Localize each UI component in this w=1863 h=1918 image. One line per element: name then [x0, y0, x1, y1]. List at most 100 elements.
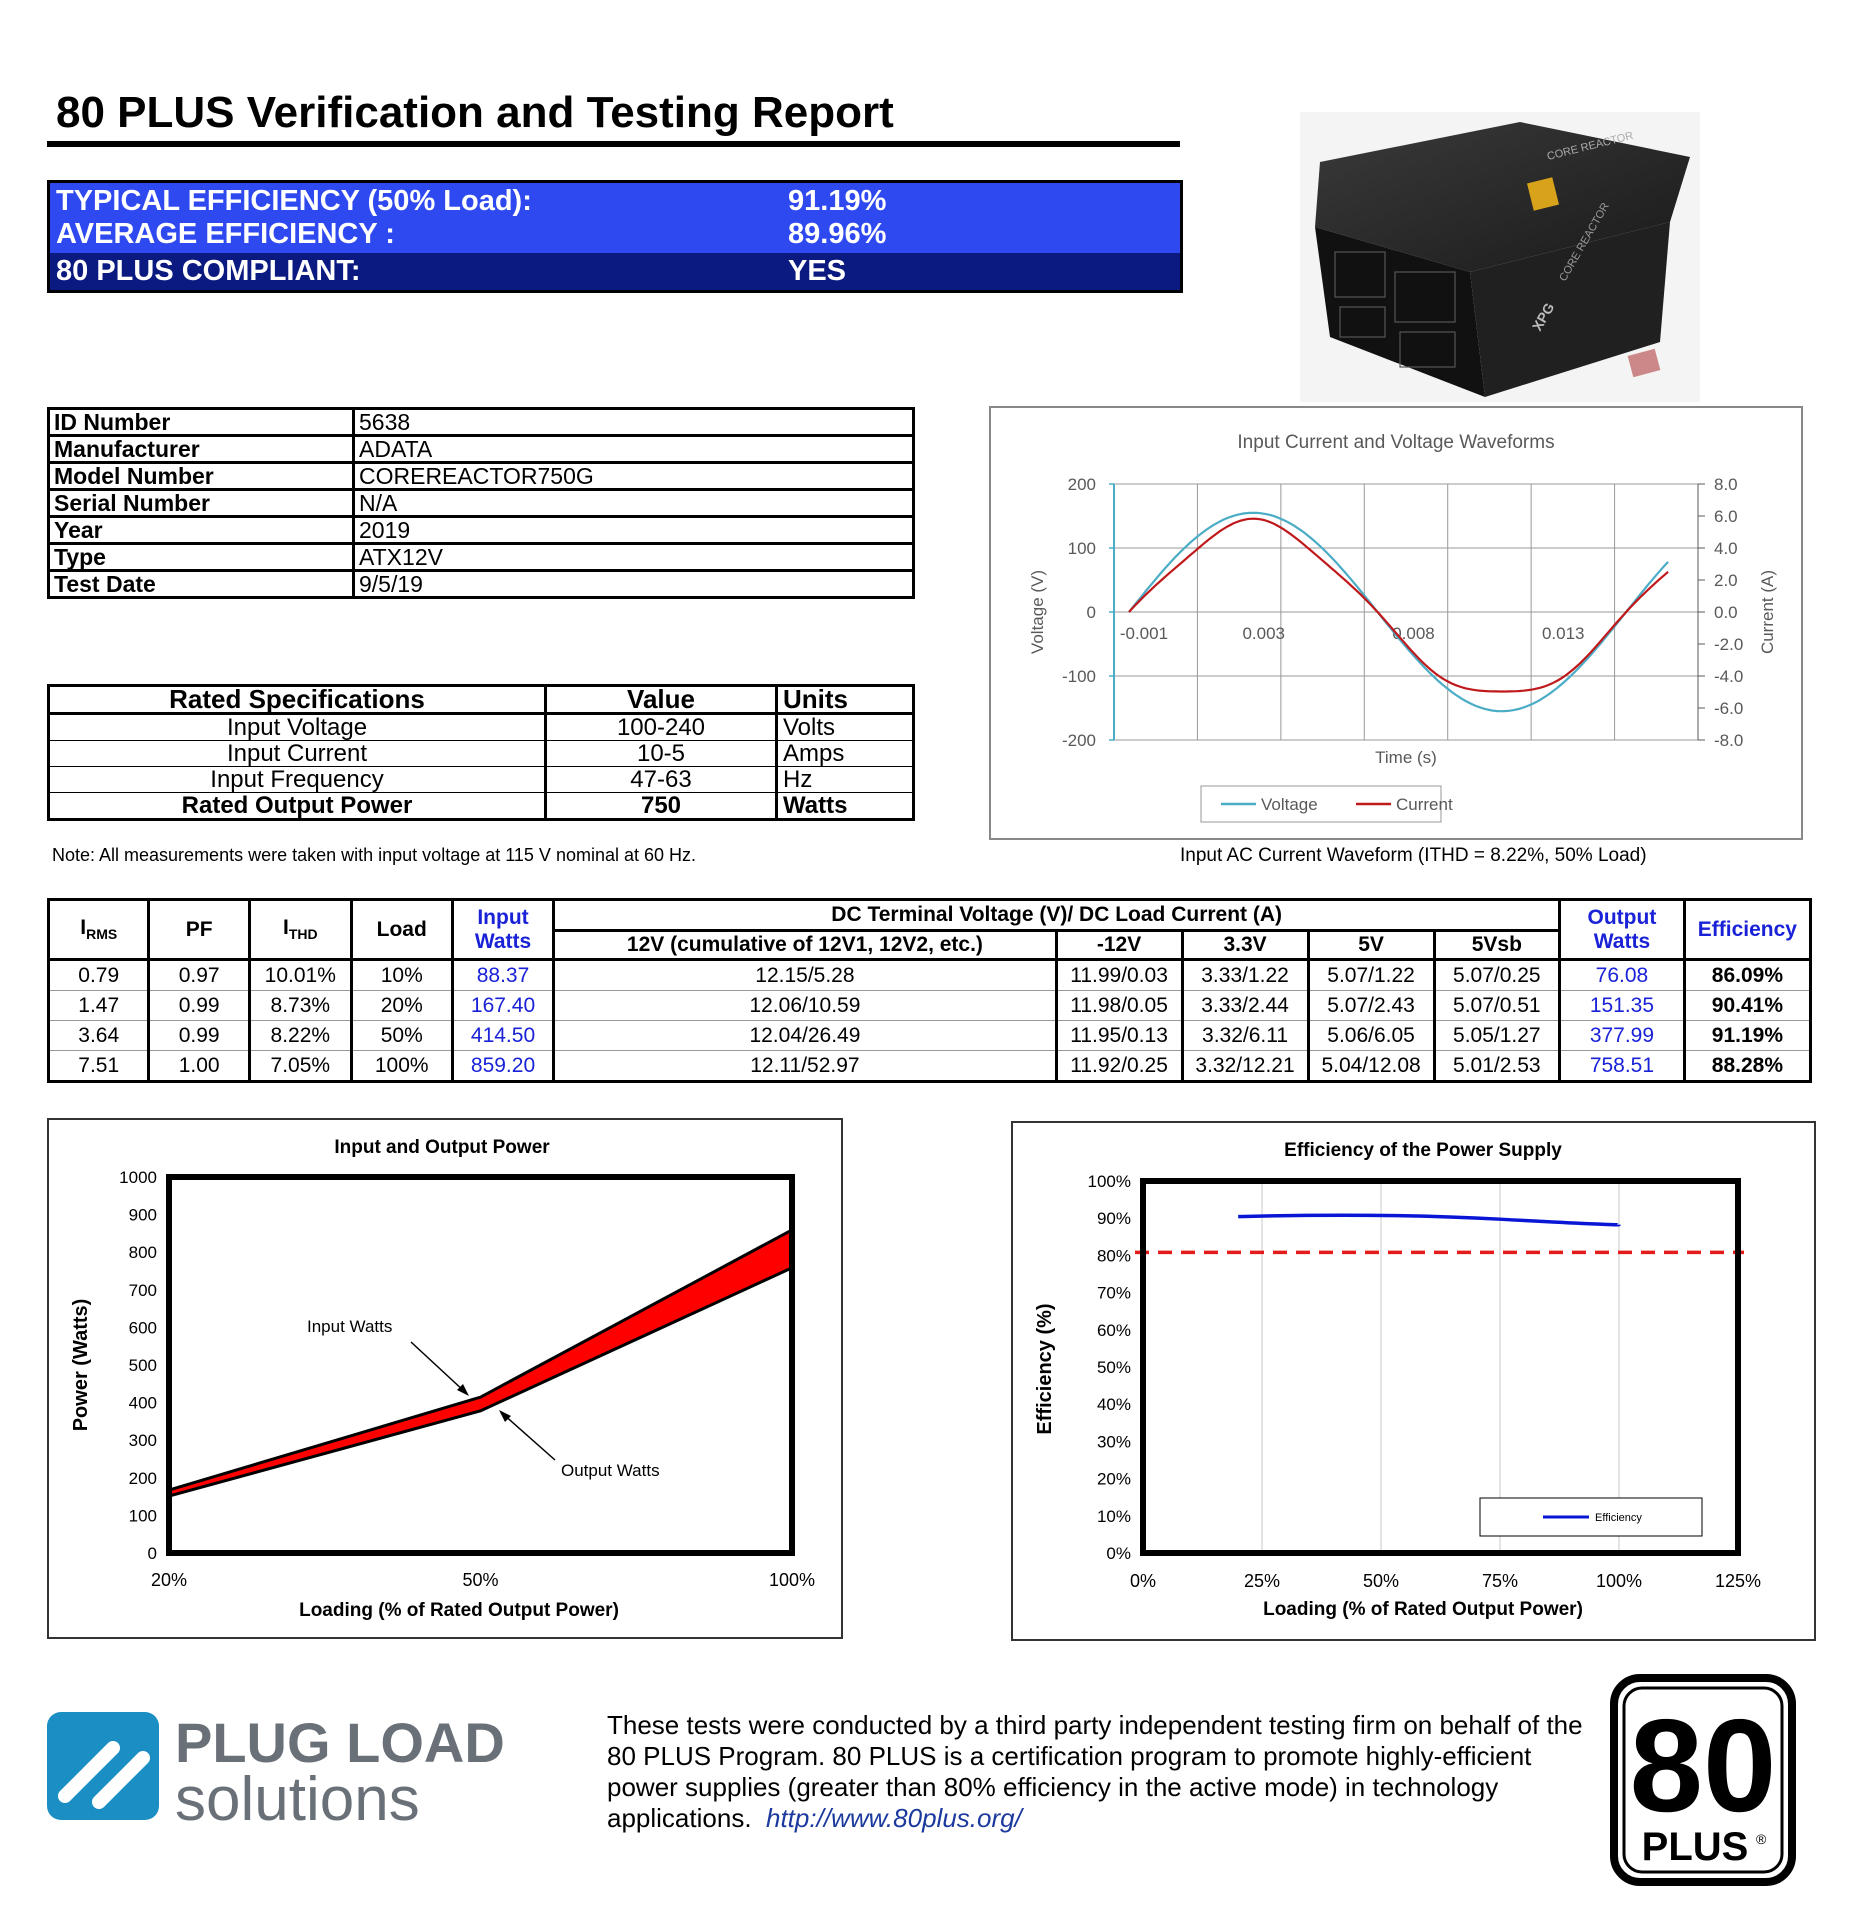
x-tick-label: 50% — [1363, 1571, 1399, 1591]
col-neg12v: -12V — [1054, 929, 1184, 961]
col-12v: 12V (cumulative of 12V1, 12V2, etc.) — [552, 929, 1058, 961]
table-cell-ithd: 10.01% — [247, 959, 353, 991]
logo-line1: PLUG LOAD — [175, 1711, 505, 1774]
table-cell-v33: 3.33/1.22 — [1180, 959, 1310, 991]
specs-row: Input Current 10-5 Amps — [47, 740, 915, 767]
table-cell-pf: 0.99 — [147, 1020, 251, 1051]
y-tick-label: 0 — [148, 1544, 157, 1563]
specs-value: 750 — [544, 792, 778, 821]
efficiency-chart: Efficiency of the Power Supply 0% 25% 50% 75… — [1034, 1140, 1761, 1620]
table-cell-output: 151.35 — [1558, 990, 1686, 1021]
table-cell-v33: 3.32/12.21 — [1180, 1050, 1310, 1083]
legend-label: Efficiency — [1595, 1512, 1642, 1524]
table-cell-v5: 5.06/6.05 — [1306, 1020, 1436, 1051]
table-row: 7.51 1.00 7.05% 100% 859.20 12.11/52.97 11.92/… — [46, 1050, 1813, 1083]
info-table: ID Number 5638 Manufacturer ADATA Model Nu… — [47, 407, 915, 599]
y2-axis-label: Current (A) — [1758, 570, 1777, 654]
info-row: Year 2019 — [47, 515, 915, 545]
x-tick-label: 100% — [1596, 1571, 1642, 1591]
series-line-input-watts — [168, 1228, 793, 1492]
table-cell-output: 76.08 — [1558, 959, 1686, 991]
table-cell-v5sb: 5.01/2.53 — [1432, 1050, 1562, 1083]
summary-label: AVERAGE EFFICIENCY : — [56, 218, 395, 250]
specs-table: Rated Specifications Value Units Input V… — [47, 684, 915, 821]
x-tick-label: -0.001 — [1120, 624, 1168, 643]
annotation-input-watts: Input Watts — [307, 1317, 392, 1336]
table-cell-vneg12: 11.95/0.13 — [1054, 1020, 1184, 1051]
table-cell-irms: 7.51 — [46, 1050, 151, 1083]
specs-units: Amps — [775, 740, 915, 767]
table-cell-pf: 0.99 — [147, 990, 251, 1021]
chart-title: Input and Output Power — [334, 1137, 550, 1158]
y-tick-label: 200 — [1068, 475, 1096, 494]
plot-frame — [1140, 1178, 1741, 1556]
table-row: 0.79 0.97 10.01% 10% 88.37 12.15/5.28 11.99/0.… — [46, 959, 1813, 991]
summary-label: 80 PLUS COMPLIANT: — [56, 255, 361, 287]
table-cell-vneg12: 11.92/0.25 — [1054, 1050, 1184, 1083]
footer-description: These tests were conducted by a third pa… — [607, 1710, 1583, 1833]
y-axis-label: Voltage (V) — [1028, 570, 1047, 654]
specs-name: Rated Output Power — [47, 792, 547, 821]
y2-tick-label: -2.0 — [1714, 635, 1743, 654]
specs-row-rated-output: Rated Output Power 750 Watts — [47, 792, 915, 821]
series-line-voltage — [1128, 511, 1669, 713]
col-output-watts: Output Watts — [1558, 898, 1686, 961]
info-value: 5638 — [352, 407, 915, 437]
x-tick-label: 50% — [462, 1570, 498, 1590]
series-line-current — [1128, 517, 1669, 693]
col-5v: 5V — [1306, 929, 1436, 961]
specs-row: Input Voltage 100-240 Volts — [47, 713, 915, 741]
specs-units: Hz — [775, 766, 915, 793]
col-load: Load — [349, 898, 454, 961]
y-tick-label: 40% — [1097, 1395, 1131, 1414]
y-tick-label: 70% — [1097, 1284, 1131, 1303]
annotation-arrowhead — [457, 1384, 469, 1396]
info-row: Model Number COREREACTOR750G — [47, 461, 915, 491]
col-pf: PF — [147, 898, 251, 961]
y-tick-label: 400 — [129, 1394, 157, 1413]
table-cell-v5: 5.07/2.43 — [1306, 990, 1436, 1021]
specs-value: 47-63 — [544, 766, 778, 793]
info-key: Type — [47, 542, 355, 572]
table-cell-vneg12: 11.99/0.03 — [1054, 959, 1184, 991]
info-row: Manufacturer ADATA — [47, 434, 915, 464]
summary-row-typical: TYPICAL EFFICIENCY (50% Load): 91.19% — [50, 183, 1180, 217]
y-tick-label: 100% — [1088, 1172, 1131, 1191]
table-cell-v12: 12.04/26.49 — [552, 1020, 1058, 1051]
legend-box — [1479, 1497, 1703, 1537]
specs-value: 10-5 — [544, 740, 778, 767]
title-rule — [47, 141, 1180, 147]
table-cell-v5sb: 5.05/1.27 — [1432, 1020, 1562, 1051]
x-tick-label: 20% — [151, 1570, 187, 1590]
table-cell-irms: 1.47 — [46, 990, 151, 1021]
table-cell-v5: 5.04/12.08 — [1306, 1050, 1436, 1083]
x-tick-label: 0.013 — [1542, 624, 1585, 643]
power-chart-box: Input and Output Power 1000 900 800 700 600 50… — [47, 1118, 843, 1639]
y2-tick-label: -8.0 — [1714, 731, 1743, 750]
x-axis-label: Loading (% of Rated Output Power) — [1263, 1599, 1583, 1620]
y-tick-label: 0 — [1087, 603, 1096, 622]
table-cell-load: 100% — [349, 1050, 454, 1083]
y2-tick-label: -4.0 — [1714, 667, 1743, 686]
info-key: Manufacturer — [47, 434, 355, 464]
table-cell-load: 10% — [349, 959, 454, 991]
info-value: N/A — [352, 488, 915, 518]
info-value: ATX12V — [352, 542, 915, 572]
y-tick-label: 900 — [129, 1206, 157, 1225]
col-input-watts: Input Watts — [450, 898, 556, 961]
y-tick-label: 20% — [1097, 1470, 1131, 1489]
table-cell-input: 167.40 — [450, 990, 556, 1021]
table-cell-vneg12: 11.98/0.05 — [1054, 990, 1184, 1021]
footer-link[interactable]: http://www.80plus.org/ — [766, 1803, 1022, 1833]
y-tick-label: 600 — [129, 1318, 157, 1337]
y2-tick-label: 8.0 — [1714, 475, 1738, 494]
waveform-chart-box: Input Current and Voltage Waveforms 200 10… — [989, 406, 1803, 840]
table-cell-eff: 91.19% — [1682, 1020, 1813, 1051]
y-tick-label: 10% — [1097, 1507, 1131, 1526]
table-cell-load: 50% — [349, 1020, 454, 1051]
specs-header: Value — [544, 684, 778, 715]
info-row: ID Number 5638 — [47, 407, 915, 437]
y-tick-label: 0% — [1106, 1544, 1131, 1563]
y-tick-label: -100 — [1062, 667, 1096, 686]
y-tick-label: 1000 — [119, 1168, 157, 1187]
